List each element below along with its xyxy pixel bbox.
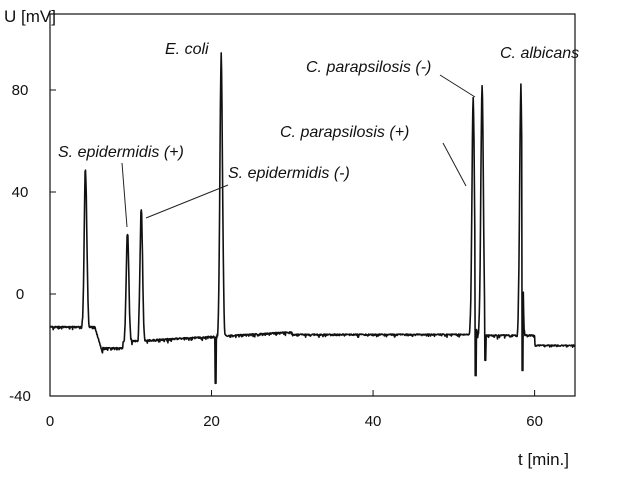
y-tick-label: 40	[12, 184, 29, 201]
x-tick-label: 60	[526, 413, 543, 430]
annotation-c-parapsilosis-minus: C. parapsilosis (-)	[306, 59, 431, 76]
annotation-c-albicans: C. albicans	[500, 45, 579, 62]
x-ticks: 0 20 40 60	[46, 390, 543, 430]
signal-trace	[49, 52, 576, 385]
x-tick-label: 40	[365, 413, 382, 430]
leader-line-c-parapsilosis-minus	[439, 74, 476, 98]
y-tick-label: -40	[9, 388, 31, 405]
plot-frame	[49, 13, 576, 397]
y-tick-label: 0	[16, 286, 24, 303]
annotation-c-parapsilosis-plus: C. parapsilosis (+)	[280, 124, 409, 141]
leader-line-s-epidermidis-plus	[121, 162, 128, 228]
leader-line-c-parapsilosis-plus	[442, 142, 467, 187]
leader-line-s-epidermidis-minus	[145, 184, 229, 219]
x-tick-label: 0	[46, 413, 54, 430]
y-ticks: -40 0 40 80	[9, 82, 56, 405]
annotation-s-epidermidis-plus: S. epidermidis (+)	[58, 144, 184, 161]
x-tick-label: 20	[203, 413, 220, 430]
annotation-e-coli: E. coli	[165, 41, 209, 58]
x-axis-label: t [min.]	[518, 450, 569, 469]
annotation-s-epidermidis-minus: S. epidermidis (-)	[228, 165, 350, 182]
y-tick-label: 80	[12, 82, 29, 99]
y-axis-label: U [mV]	[4, 7, 56, 26]
